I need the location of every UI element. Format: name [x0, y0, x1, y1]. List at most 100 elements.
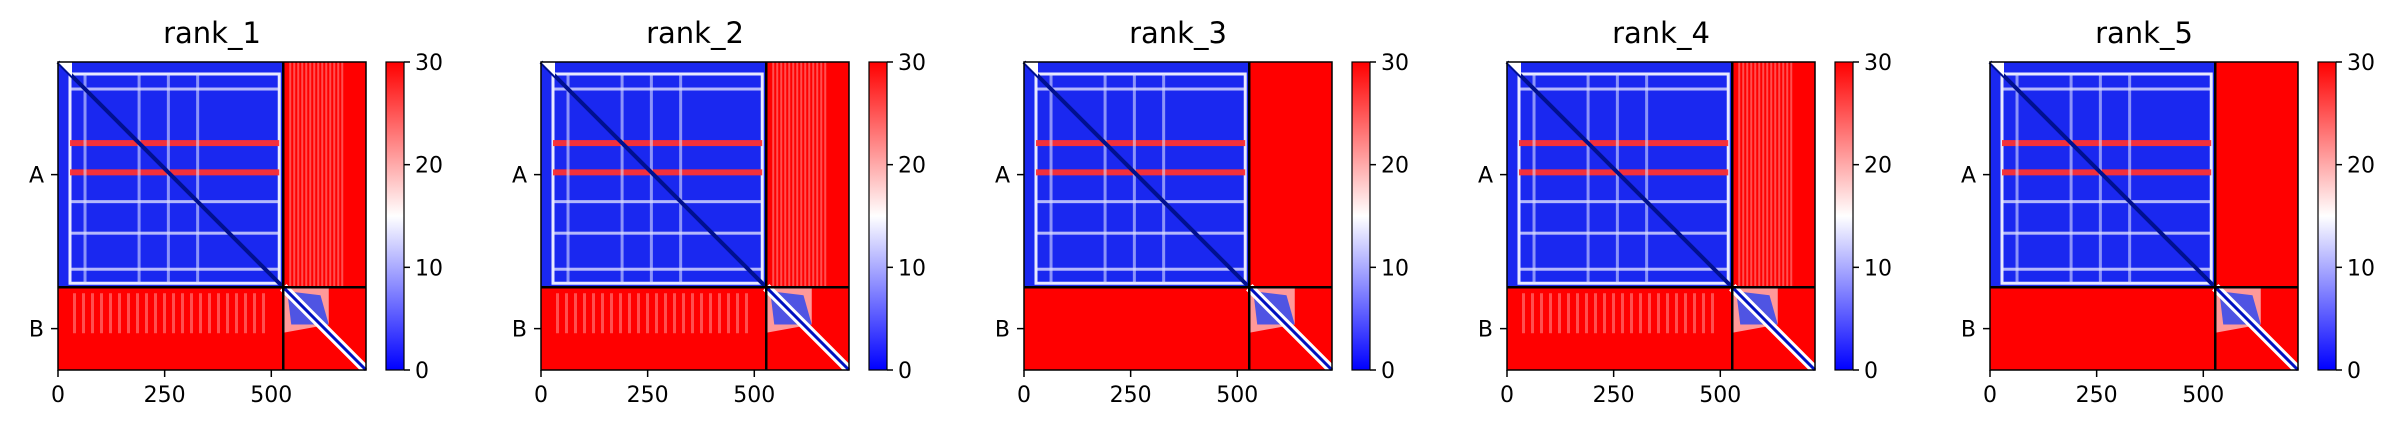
- inter-chain-stripe: [136, 293, 139, 334]
- chain-a-hline: [2002, 87, 2212, 91]
- inter-chain-stripe: [1766, 62, 1769, 288]
- inter-chain-stripe: [172, 293, 175, 334]
- inter-chain-stripe: [776, 62, 779, 288]
- chain-a-hline: [1036, 200, 1246, 204]
- axes-frame: [1989, 61, 2299, 371]
- inter-chain-stripe: [321, 62, 324, 288]
- inter-chain-stripe: [772, 62, 775, 288]
- axes-frame: [540, 61, 850, 371]
- chain-a-hline: [553, 87, 763, 91]
- x-tick-label: 250: [2076, 383, 2118, 408]
- chain-a-hline: [1519, 87, 1729, 91]
- inter-chain-stripe: [718, 293, 721, 334]
- inter-chain-stripe: [824, 62, 827, 288]
- corner-wedge: [1990, 62, 2004, 76]
- inter-chain-stripe: [1786, 62, 1789, 288]
- corner-wedge: [541, 62, 555, 76]
- inter-chain-stripe: [181, 293, 184, 334]
- y-tick-label: B: [995, 318, 1010, 343]
- inter-chain-stripe: [145, 293, 148, 334]
- chain-b-diagonal: [1248, 286, 1334, 372]
- pae-panel: rank_1 0 250 500 A B 0 10 20 30: [29, 16, 443, 408]
- colorbar-tick-label: 0: [1381, 359, 1395, 384]
- inter-chain-stripe: [333, 62, 336, 288]
- x-tick-label: 500: [250, 383, 292, 408]
- inter-chain-stripe: [118, 293, 121, 334]
- x-tick-label: 500: [733, 383, 775, 408]
- inter-chain-stripe: [208, 293, 211, 334]
- inter-chain-stripe: [1666, 293, 1669, 334]
- inter-chain-stripe: [199, 293, 202, 334]
- x-tick-label: 250: [1593, 383, 1635, 408]
- inter-chain-stripe: [1585, 293, 1588, 334]
- inter-chain-stripe: [1675, 293, 1678, 334]
- colorbar: [1351, 61, 1371, 371]
- inter-chain-stripe: [1738, 62, 1741, 288]
- inter-chain-stripe: [309, 62, 312, 288]
- chain-a-vline: [1532, 74, 1536, 284]
- chain-a-outline: [551, 72, 764, 285]
- chain-a-hline: [1519, 200, 1729, 204]
- inter-chain-stripe: [1522, 293, 1525, 334]
- colorbar-tick-label: 30: [415, 51, 443, 76]
- inter-chain-stripe: [673, 293, 676, 334]
- inter-chain-stripe: [1648, 293, 1651, 334]
- chain-a-vline: [2128, 74, 2132, 284]
- colorbar-tick-label: 0: [1864, 359, 1878, 384]
- chain-b-diagonal: [765, 286, 851, 372]
- colorbar-tick-label: 20: [1381, 154, 1409, 179]
- colorbar-tick-label: 30: [2347, 51, 2375, 76]
- chain-a-outline: [2000, 72, 2213, 285]
- inter-chain-stripe: [293, 62, 296, 288]
- chain-a-hline: [2002, 200, 2212, 204]
- chain-a-outline: [1034, 72, 1247, 285]
- chain-a-diagonal: [1988, 60, 2217, 289]
- chain-a-hline: [553, 140, 763, 147]
- chain-a-diagonal: [1022, 60, 1251, 289]
- chain-a-hline: [1036, 87, 1246, 91]
- inter-chain-stripe: [297, 62, 300, 288]
- inter-chain-stripe: [1702, 293, 1705, 334]
- inter-chain-stripe: [1612, 293, 1615, 334]
- colorbar-tick-label: 0: [898, 359, 912, 384]
- y-tick-label: B: [1478, 318, 1493, 343]
- inter-chain-stripe: [655, 293, 658, 334]
- chain-a-hline: [553, 169, 763, 176]
- inter-chain-stripe: [601, 293, 604, 334]
- inter-chain-stripe: [154, 293, 157, 334]
- x-tick-label: 0: [534, 383, 548, 408]
- inter-chain-stripe: [812, 62, 815, 288]
- inter-chain-stripe: [784, 62, 787, 288]
- panel-title: rank_5: [2095, 16, 2193, 50]
- colorbar: [385, 61, 405, 371]
- chain-a-hline: [1519, 267, 1729, 271]
- inter-chain-stripe: [1621, 293, 1624, 334]
- colorbar-tick-label: 10: [1864, 256, 1892, 281]
- y-tick-label: A: [29, 164, 44, 189]
- inter-chain-stripe: [1558, 293, 1561, 334]
- inter-chain-stripe: [289, 62, 292, 288]
- panel-title: rank_2: [646, 16, 744, 50]
- x-tick-label: 0: [1017, 383, 1031, 408]
- chain-a-hline: [1036, 169, 1246, 176]
- inter-chain-stripe: [1750, 62, 1753, 288]
- x-tick-label: 0: [51, 383, 65, 408]
- corner-wedge: [58, 62, 72, 76]
- inter-chain-stripe: [709, 293, 712, 334]
- pae-panel: rank_5 0 250 500 A B 0 10 20 30: [1961, 16, 2375, 408]
- inter-chain-stripe: [190, 293, 193, 334]
- inter-chain-stripe: [1778, 62, 1781, 288]
- inter-chain-stripe: [1576, 293, 1579, 334]
- chain-a-diagonal: [56, 60, 285, 289]
- chain-a-vline: [679, 74, 683, 284]
- colorbar-tick-label: 30: [1864, 51, 1892, 76]
- inter-chain-stripe: [226, 293, 229, 334]
- inter-chain-stripe: [1630, 293, 1633, 334]
- inter-chain-stripe: [565, 293, 568, 334]
- corner-wedge: [1507, 62, 1521, 76]
- chain-a-hline: [2002, 169, 2212, 176]
- inter-chain-stripe: [100, 293, 103, 334]
- inter-chain-stripe: [1762, 62, 1765, 288]
- inter-chain-stripe: [329, 62, 332, 288]
- chain-a-hline: [2002, 140, 2212, 147]
